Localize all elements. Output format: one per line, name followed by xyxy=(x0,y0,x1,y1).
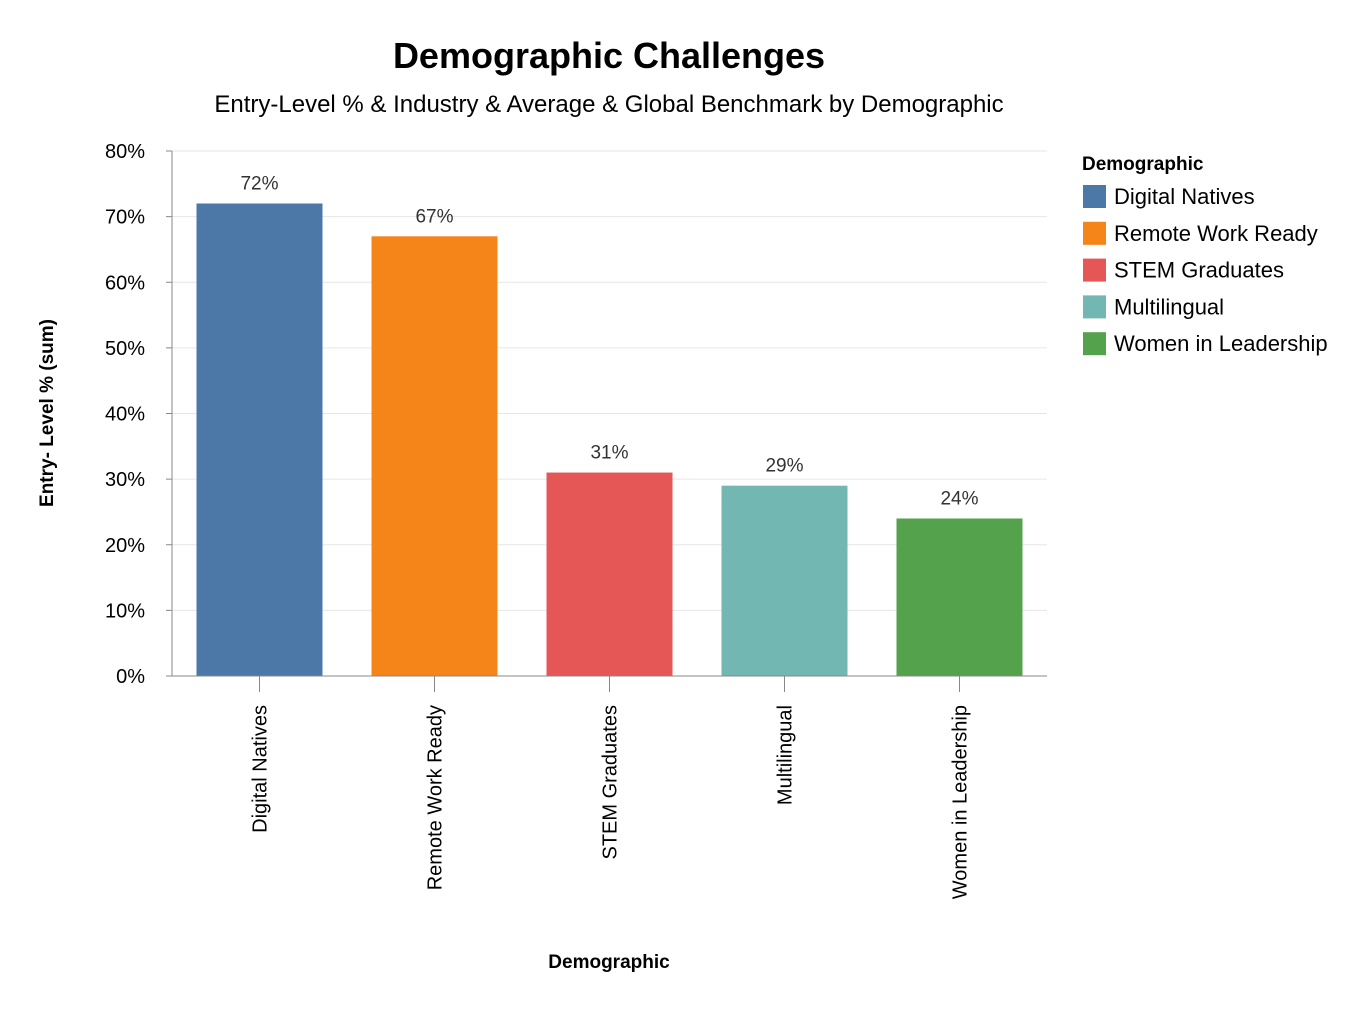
legend-label: Remote Work Ready xyxy=(1114,221,1318,246)
legend-label: Multilingual xyxy=(1114,294,1224,319)
legend: Demographic Digital Natives Remote Work R… xyxy=(1082,154,1328,356)
y-tick-label: 20% xyxy=(105,535,145,557)
legend-swatch xyxy=(1083,185,1106,208)
data-label: 31% xyxy=(590,443,628,464)
x-tick-label: Digital Natives xyxy=(250,705,272,833)
y-tick-label: 60% xyxy=(105,272,145,294)
bar xyxy=(546,472,673,676)
bar xyxy=(196,203,323,676)
data-label: 29% xyxy=(765,456,803,477)
legend-title: Demographic xyxy=(1082,154,1204,175)
chart-title: Demographic Challenges xyxy=(393,35,825,76)
y-tick-label: 30% xyxy=(105,469,145,491)
y-tick-label: 70% xyxy=(105,207,145,229)
legend-label: STEM Graduates xyxy=(1114,258,1284,283)
legend-label: Women in Leadership xyxy=(1114,331,1328,356)
bar xyxy=(371,236,498,676)
x-tick-label: Women in Leadership xyxy=(950,705,972,899)
legend-swatch xyxy=(1083,258,1106,282)
y-axis-title: Entry- Level % (sum) xyxy=(37,319,58,507)
y-tick-label: 80% xyxy=(105,141,145,163)
legend-swatch xyxy=(1083,221,1106,245)
bar xyxy=(721,485,848,676)
legend-swatch xyxy=(1083,332,1106,356)
x-tick-label: Remote Work Ready xyxy=(425,705,447,890)
y-tick-label: 40% xyxy=(105,404,145,426)
legend-swatch xyxy=(1083,295,1106,319)
x-axis-title: Demographic xyxy=(548,952,670,973)
bar xyxy=(896,518,1023,676)
chart-subtitle: Entry-Level % & Industry & Average & Glo… xyxy=(214,91,1003,118)
y-tick-label: 10% xyxy=(105,600,145,622)
data-label: 24% xyxy=(940,489,978,510)
x-tick-label: STEM Graduates xyxy=(600,705,622,860)
y-tick-label: 50% xyxy=(105,338,145,360)
data-label: 67% xyxy=(415,206,453,227)
data-label: 72% xyxy=(240,174,278,195)
y-tick-label: 0% xyxy=(116,666,145,688)
x-tick-label: Multilingual xyxy=(775,705,797,805)
legend-label: Digital Natives xyxy=(1114,184,1255,209)
